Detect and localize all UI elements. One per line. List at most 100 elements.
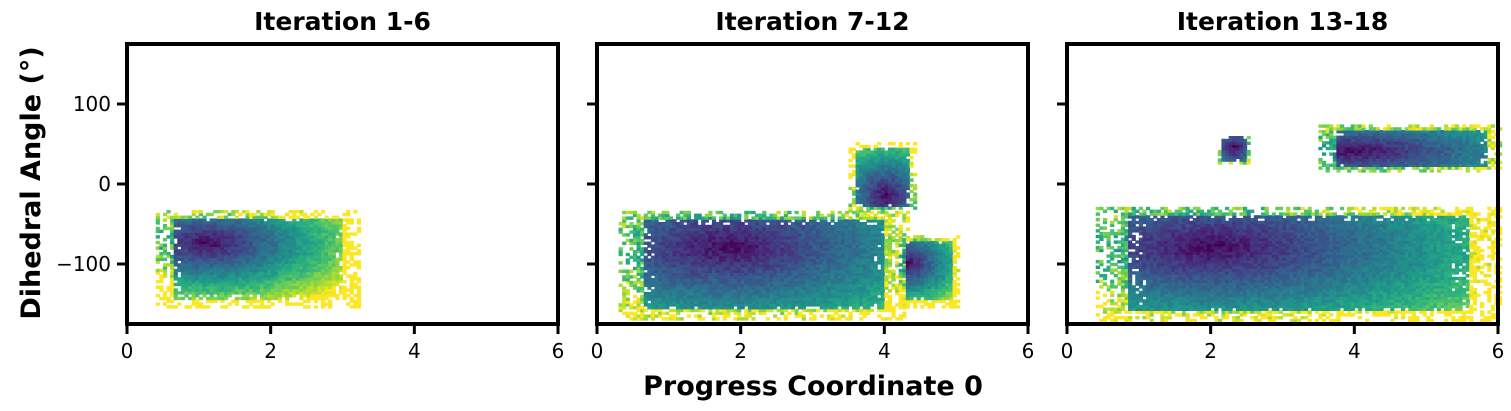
heatmap-cell — [758, 278, 763, 282]
heatmap-cell — [848, 314, 853, 318]
heatmap-cell — [866, 230, 871, 234]
heatmap-cell — [643, 266, 648, 271]
heatmap-cell — [335, 249, 340, 253]
heatmap-cell — [758, 264, 763, 268]
heatmap-cell — [306, 296, 311, 301]
heatmap-cell — [690, 272, 695, 276]
heatmap-cell — [755, 306, 760, 310]
heatmap-cell — [270, 254, 275, 259]
heatmap-cell — [267, 305, 272, 309]
heatmap-cell — [704, 255, 709, 259]
heatmap-cell — [195, 238, 200, 242]
heatmap-cell — [256, 252, 261, 256]
heatmap-cell — [737, 292, 742, 296]
heatmap-cell — [195, 302, 200, 306]
heatmap-cell — [866, 147, 871, 151]
heatmap-cell — [794, 314, 799, 318]
heatmap-cell — [320, 249, 326, 253]
heatmap-cell — [808, 250, 814, 254]
heatmap-cell — [188, 260, 193, 264]
heatmap-cell — [834, 258, 839, 262]
heatmap-cell — [805, 266, 810, 271]
heatmap-cell — [794, 261, 799, 265]
heatmap-cell — [206, 212, 211, 217]
heatmap-cell — [647, 286, 652, 290]
heatmap-cell — [708, 269, 713, 273]
heatmap-cell — [747, 236, 753, 240]
heatmap-cell — [787, 300, 792, 304]
heatmap-cell — [816, 227, 821, 231]
heatmap-cell — [859, 175, 864, 179]
heatmap-cell — [704, 261, 709, 265]
heatmap-cell — [195, 260, 200, 264]
heatmap-cell — [837, 275, 842, 279]
heatmap-cell — [170, 260, 175, 264]
heatmap-cell — [884, 164, 889, 168]
heatmap-cell — [173, 288, 178, 292]
heatmap-cell — [270, 291, 275, 295]
heatmap-cell — [869, 297, 875, 301]
heatmap-cell — [780, 233, 785, 237]
heatmap-cell — [658, 230, 663, 234]
heatmap-cell — [711, 261, 717, 265]
heatmap-cell — [869, 227, 875, 231]
heatmap-cell — [306, 294, 311, 298]
heatmap-cell — [313, 299, 318, 303]
heatmap-cell — [661, 247, 666, 251]
heatmap-cell — [267, 221, 272, 225]
heatmap-cell — [884, 178, 889, 182]
heatmap-cell — [898, 286, 903, 290]
heatmap-cell — [855, 241, 860, 245]
heatmap-cell — [701, 250, 706, 254]
heatmap-cell — [697, 272, 702, 276]
heatmap-cell — [654, 252, 659, 257]
heatmap-cell — [866, 308, 871, 313]
heatmap-cell — [740, 255, 745, 259]
heatmap-cell — [880, 227, 885, 231]
heatmap-cell — [812, 216, 817, 220]
heatmap-cell — [313, 294, 318, 298]
heatmap-cell — [852, 292, 857, 296]
heatmap-cell — [948, 252, 954, 256]
heatmap-cell — [353, 282, 358, 287]
heatmap-cell — [252, 294, 257, 298]
heatmap-cell — [213, 285, 218, 289]
heatmap-cell — [744, 210, 749, 215]
heatmap-cell — [668, 230, 674, 234]
heatmap-cell — [292, 282, 297, 287]
heatmap-cell — [769, 261, 774, 265]
heatmap-cell — [249, 218, 254, 222]
heatmap-cell — [317, 238, 322, 242]
heatmap-cell — [324, 263, 329, 267]
heatmap-cell — [923, 274, 929, 278]
heatmap-cell — [188, 243, 193, 247]
heatmap-cell — [884, 153, 889, 157]
heatmap-cell — [902, 294, 907, 298]
heatmap-cell — [837, 300, 842, 304]
heatmap-cell — [895, 158, 900, 163]
heatmap-cell — [159, 254, 164, 259]
heatmap-cell — [866, 311, 871, 315]
heatmap-cell — [769, 227, 774, 231]
heatmap-cell — [837, 278, 842, 282]
heatmap-cell — [841, 272, 846, 276]
heatmap-cell — [180, 291, 186, 295]
heatmap-cell — [310, 257, 315, 261]
heatmap-cell — [913, 282, 918, 287]
heatmap-cell — [905, 277, 911, 281]
heatmap-cell — [941, 257, 946, 261]
heatmap-cell — [177, 296, 182, 301]
heatmap-cell — [198, 266, 204, 270]
heatmap-cell — [313, 305, 318, 309]
heatmap-cell — [834, 266, 839, 271]
heatmap-cell — [202, 285, 207, 289]
heatmap-cell — [751, 216, 756, 220]
heatmap-cell — [629, 311, 634, 315]
heatmap-cell — [632, 258, 638, 262]
heatmap-cell — [733, 247, 738, 251]
heatmap-cell — [335, 243, 340, 247]
heatmap-cell — [676, 222, 681, 226]
heatmap-cell — [848, 303, 853, 307]
heatmap-cell — [285, 288, 290, 292]
heatmap-cell — [288, 224, 293, 228]
